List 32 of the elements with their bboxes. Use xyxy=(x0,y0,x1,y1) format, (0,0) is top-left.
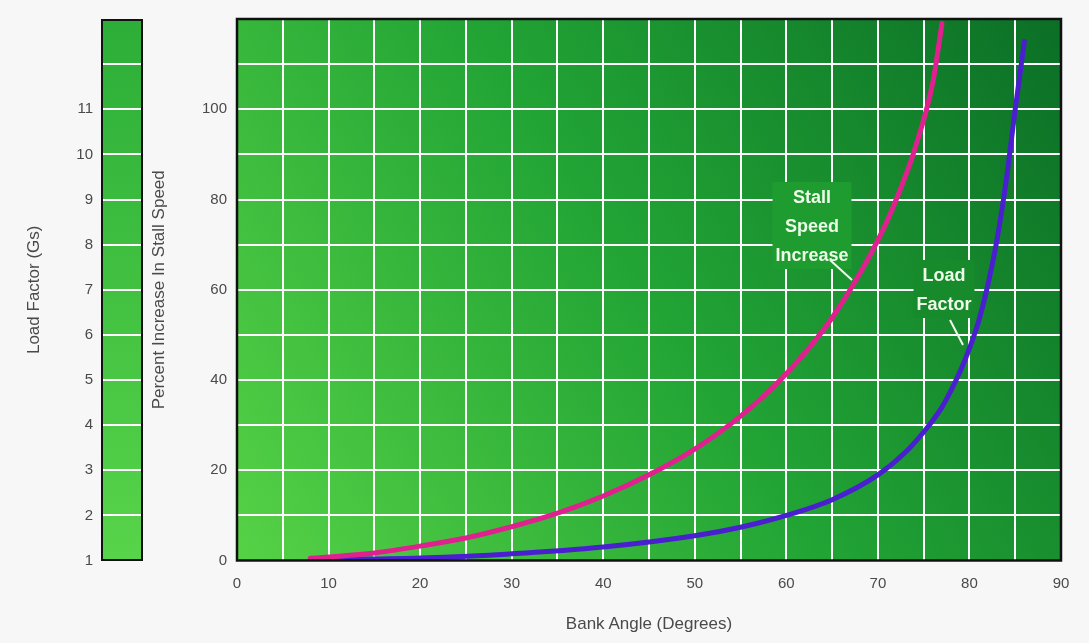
y-tick-label: 60 xyxy=(210,279,227,297)
y2-tick-label: 7 xyxy=(84,279,93,297)
y-tick-label: 20 xyxy=(210,460,227,478)
x-tick-label: 90 xyxy=(1052,573,1070,591)
x-tick-label: 40 xyxy=(594,573,612,591)
y2-tick-label: 3 xyxy=(84,460,93,478)
x-tick-label: 0 xyxy=(232,573,242,591)
x-tick-label: 70 xyxy=(869,573,887,591)
y2-tick-label: 11 xyxy=(77,99,93,117)
x-tick-label: 30 xyxy=(503,573,521,591)
x-tick-label: 80 xyxy=(961,573,978,591)
y-axis-title: Percent Increase In Stall Speed xyxy=(148,170,168,410)
y-tick-label: 0 xyxy=(218,550,227,568)
y2-tick-label: 1 xyxy=(84,550,93,568)
y2-tick-label: 2 xyxy=(84,505,93,523)
y-tick-label: 40 xyxy=(210,370,227,388)
x-tick-label: 60 xyxy=(777,573,795,591)
y2-tick-label: 8 xyxy=(84,234,93,252)
y2-tick-label: 5 xyxy=(84,370,93,388)
y-tick-label: 80 xyxy=(210,189,227,207)
y2-tick-label: 6 xyxy=(84,325,93,343)
y2-axis-title: Load Factor (Gs) xyxy=(23,225,43,355)
series-label: Load Factor xyxy=(916,264,972,314)
y2-tick-label: 10 xyxy=(76,144,93,162)
y2-tick-label: 4 xyxy=(84,415,93,433)
y2-tick-label: 9 xyxy=(84,189,93,207)
y-tick-label: 100 xyxy=(201,99,227,117)
x-tick-label: 50 xyxy=(686,573,704,591)
x-axis-title: Bank Angle (Degrees) xyxy=(565,614,733,634)
x-tick-label: 20 xyxy=(411,573,429,591)
x-tick-label: 10 xyxy=(320,573,337,591)
series-label: Stall Speed Increase xyxy=(775,186,849,265)
